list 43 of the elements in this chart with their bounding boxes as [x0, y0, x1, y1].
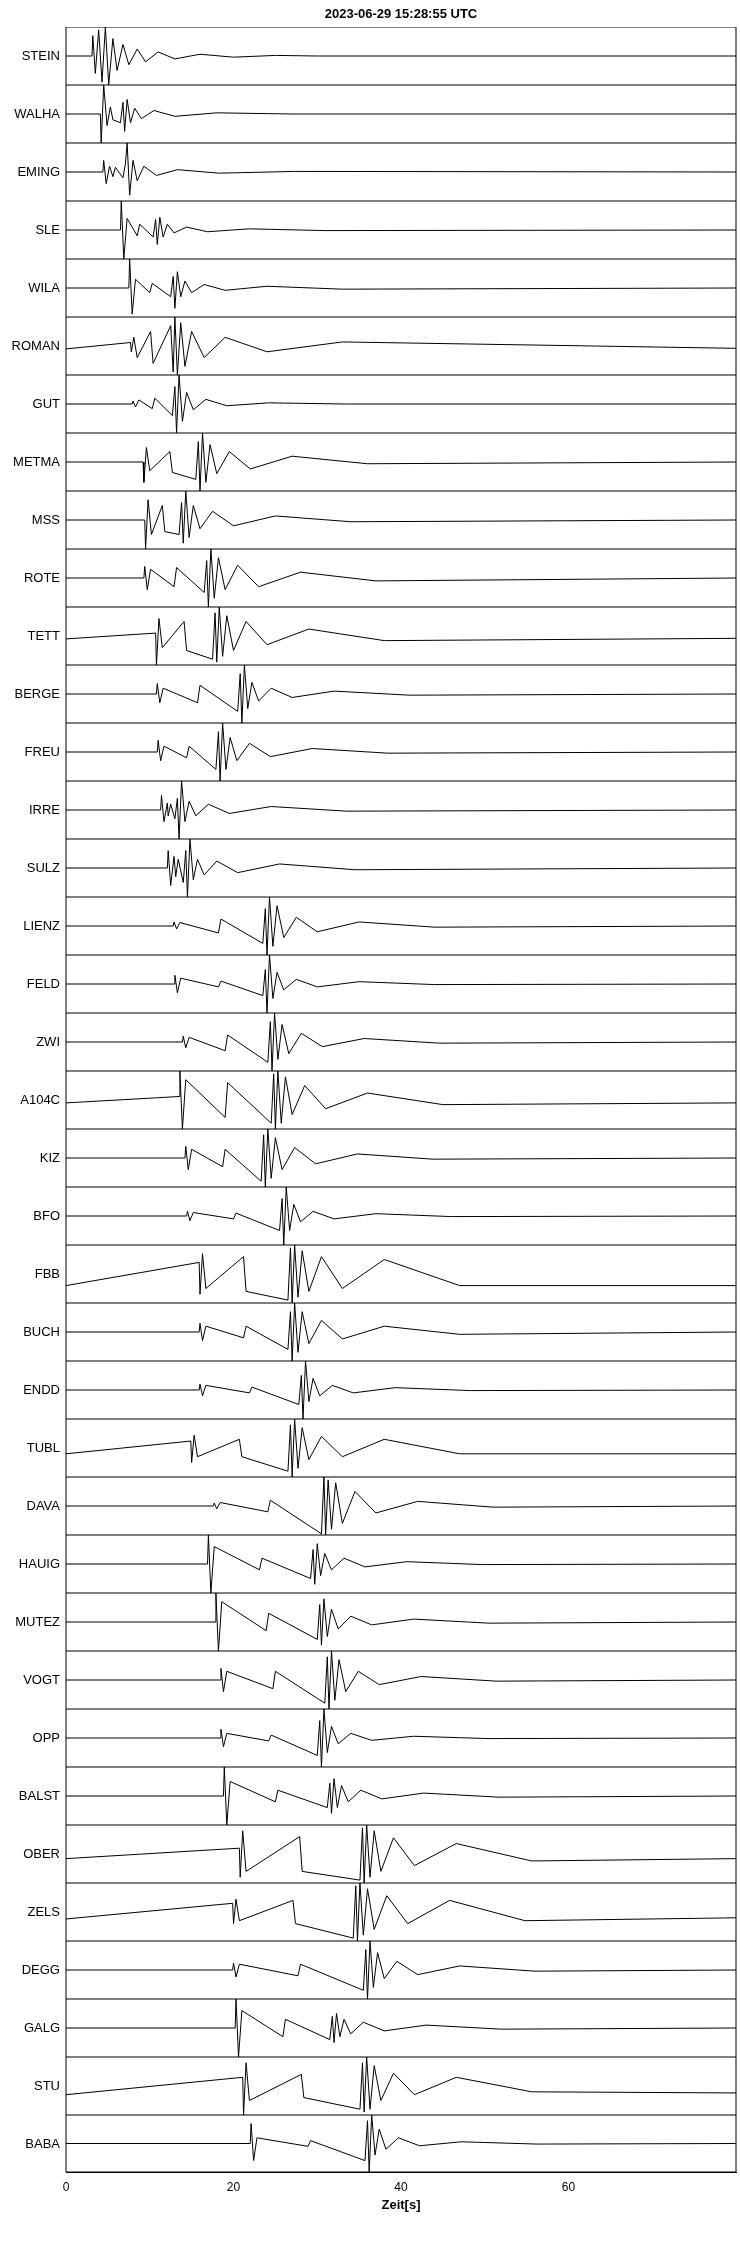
- y-axis-title: ROTE: [22, 570, 60, 585]
- y-axis-title: BERGE: [13, 686, 60, 701]
- y-axis-title: DEGG: [20, 1962, 60, 1977]
- y-axis-title: HAUIG: [17, 1556, 60, 1571]
- y-axis-title: SLE: [34, 222, 60, 237]
- y-axis-title: A104C: [19, 1092, 60, 1107]
- y-axis-title: OPP: [31, 1730, 60, 1745]
- y-axis-title: WILA: [27, 280, 60, 295]
- x-tick-label: 40: [394, 2179, 408, 2194]
- y-axis-title: MUTEZ: [14, 1614, 60, 1629]
- y-axis-title: VOGT: [22, 1672, 60, 1687]
- y-axis-title: KIZ: [38, 1150, 60, 1165]
- y-axis-title: EMING: [16, 164, 60, 179]
- y-axis-title: GALG: [22, 2020, 60, 2035]
- y-axis-title: FREU: [23, 744, 60, 759]
- y-axis-title: METMA: [12, 454, 60, 469]
- y-axis-title: LIENZ: [22, 918, 60, 933]
- y-axis-title: OBER: [22, 1846, 60, 1861]
- x-tick-label: 60: [561, 2179, 576, 2194]
- y-axis-title: WALHA: [13, 106, 60, 121]
- y-axis-title: ZELS: [26, 1904, 60, 1919]
- y-axis-title: BFO: [32, 1208, 60, 1223]
- y-axis-title: STEIN: [20, 48, 60, 63]
- y-axis-title: DAVA: [25, 1498, 60, 1513]
- y-axis-title: ROMAN: [10, 338, 60, 353]
- x-axis-title: Zeit[s]: [381, 2196, 421, 2212]
- chart-title: 2023-06-29 15:28:55 UTC: [323, 6, 479, 21]
- y-axis-title: BUCH: [22, 1324, 60, 1339]
- y-axis-title: ENDD: [22, 1382, 60, 1397]
- y-axis-title: GUT: [31, 396, 60, 411]
- y-axis-title: TUBL: [25, 1440, 60, 1455]
- y-axis-title: BABA: [24, 2136, 60, 2151]
- y-axis-title: FBB: [33, 1266, 60, 1281]
- x-tick-label: 0: [62, 2179, 70, 2194]
- x-tick-label: 20: [226, 2179, 241, 2194]
- y-axis-title: STU: [33, 2078, 60, 2093]
- y-axis-title: FELD: [25, 976, 60, 991]
- y-axis-title: IRRE: [27, 802, 60, 817]
- y-axis-title: ZWI: [35, 1034, 60, 1049]
- y-axis-title: BALST: [17, 1788, 60, 1803]
- y-axis-title: TETT: [26, 628, 60, 643]
- y-axis-title: MSS: [30, 512, 60, 527]
- y-axis-title: SULZ: [25, 860, 60, 875]
